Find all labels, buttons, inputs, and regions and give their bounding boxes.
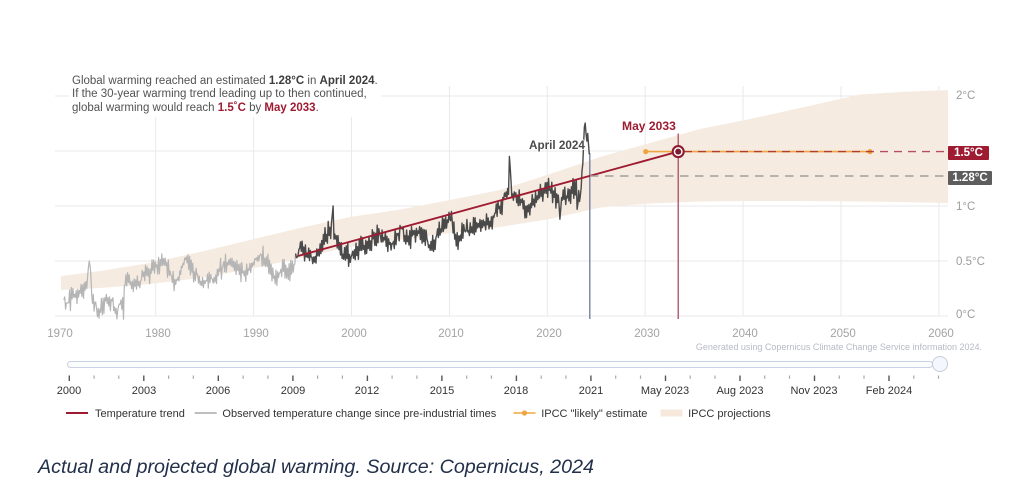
svg-text:Observed temperature change si: Observed temperature change since pre-in… [222,408,496,420]
svg-text:IPCC projections: IPCC projections [688,408,771,420]
svg-text:IPCC "likely" estimate: IPCC "likely" estimate [541,408,647,420]
svg-text:Temperature trend: Temperature trend [95,408,185,420]
